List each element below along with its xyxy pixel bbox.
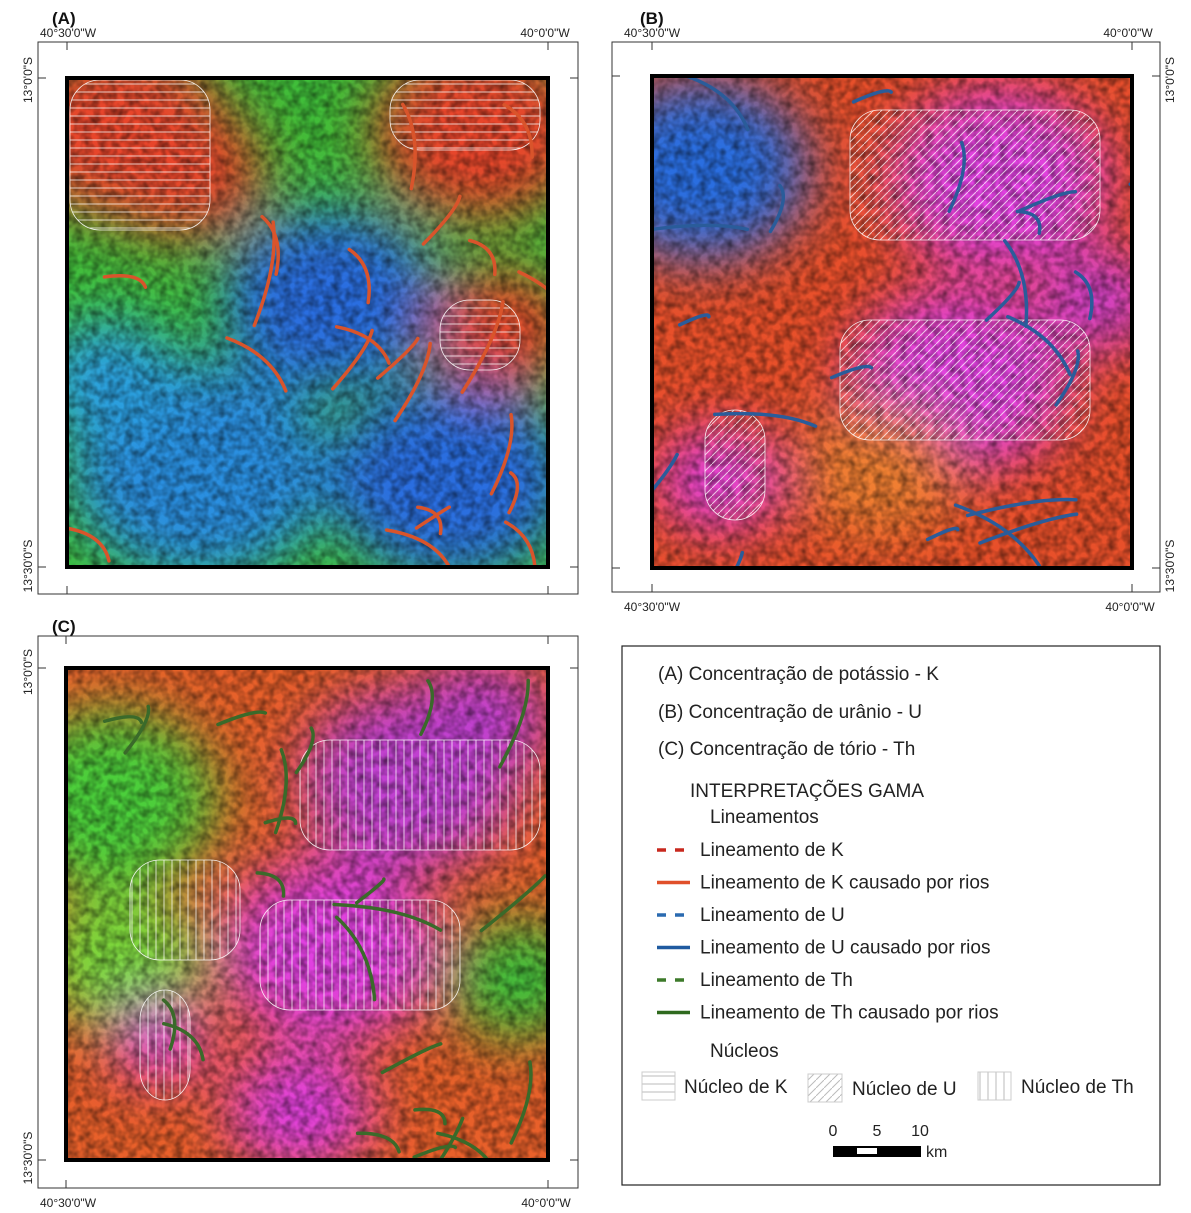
lon-label: 40°30'0"W: [40, 26, 97, 40]
lon-label: 40°0'0"W: [521, 1196, 571, 1210]
legend: (A) Concentração de potássio - K (B) Con…: [622, 646, 1160, 1185]
nucleus-area: [840, 320, 1090, 440]
lineament-label: Lineamento de U causado por rios: [700, 938, 990, 959]
lineament-label: Lineamento de U: [700, 905, 845, 926]
lon-label: 40°30'0"W: [624, 26, 681, 40]
map-raster: [12, 40, 588, 580]
figure: (A) 40°30'0"W 40°0'0"W 13°0'0"S 13°30'0"…: [0, 0, 1191, 1213]
nucleus-label: Núcleo de K: [684, 1077, 788, 1098]
lineament-label: Lineamento de K causado por rios: [700, 873, 989, 894]
swatch-th: [978, 1072, 1011, 1100]
legend-heading: Núcleos: [710, 1041, 779, 1062]
nucleus-area: [850, 110, 1100, 240]
nucleus-label: Núcleo de Th: [1021, 1077, 1134, 1098]
legend-heading: Lineamentos: [710, 807, 819, 828]
lat-label: 13°30'0"S: [21, 540, 35, 593]
nucleus-area: [705, 410, 765, 520]
nucleus-label: Núcleo de U: [852, 1079, 957, 1100]
legend-title: (A) Concentração de potássio - K: [658, 664, 939, 685]
nucleus-area: [130, 860, 240, 960]
lat-label: 13°0'0"S: [21, 57, 35, 103]
lat-label: 13°0'0"S: [1163, 57, 1177, 103]
lat-label: 13°0'0"S: [21, 649, 35, 695]
map-raster: [2, 660, 592, 1205]
lon-label: 40°0'0"W: [520, 26, 570, 40]
lineament-label: Lineamento de K: [700, 840, 844, 861]
lon-label: 40°30'0"W: [40, 1196, 97, 1210]
legend-section: INTERPRETAÇÕES GAMA: [690, 780, 924, 802]
lat-label: 13°30'0"S: [21, 1132, 35, 1185]
lon-label: 40°30'0"W: [624, 600, 681, 614]
swatch-u: [808, 1074, 842, 1102]
legend-title: (B) Concentração de urânio - U: [658, 702, 922, 723]
legend-title: (C) Concentração de tório - Th: [658, 739, 915, 760]
nucleus-area: [70, 80, 210, 230]
scale-unit: km: [926, 1144, 947, 1161]
scale-tick: 10: [911, 1123, 929, 1140]
nucleus-area: [260, 900, 460, 1010]
lineament-label: Lineamento de Th: [700, 970, 853, 991]
nucleus-area: [140, 990, 190, 1100]
lon-label: 40°0'0"W: [1103, 26, 1153, 40]
scale-bar-segment: [857, 1148, 877, 1154]
lineament-label: Lineamento de Th causado por rios: [700, 1003, 999, 1024]
lat-label: 13°30'0"S: [1163, 540, 1177, 593]
scale-tick: 5: [873, 1123, 882, 1140]
swatch-k: [642, 1072, 675, 1100]
panel-letter: (C): [52, 617, 76, 636]
lon-label: 40°0'0"W: [1105, 600, 1155, 614]
scale-tick: 0: [829, 1123, 838, 1140]
map-raster: [592, 76, 1191, 616]
